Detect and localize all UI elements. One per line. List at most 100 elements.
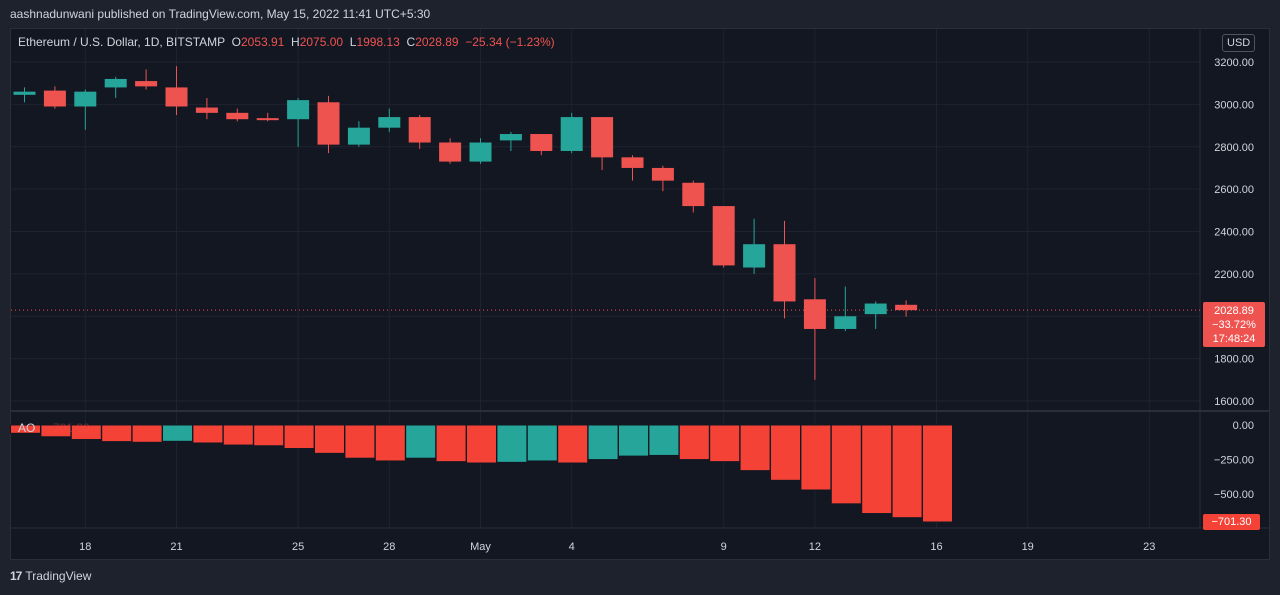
ao-bar (861, 424, 893, 515)
ao-tick-label: −500.00 (1214, 489, 1254, 501)
candle-body (439, 142, 462, 162)
last-price: 2028.89 (1214, 305, 1254, 317)
ao-bar (253, 424, 285, 447)
high-label: H (291, 35, 300, 49)
candle-body (591, 117, 614, 158)
candle-body (530, 134, 553, 151)
ao-bar (496, 424, 528, 463)
price-tick-label: 2200.00 (1214, 269, 1254, 281)
ao-bar (830, 424, 862, 505)
ao-bar (922, 424, 953, 523)
ao-bar (314, 424, 345, 454)
ao-bar (709, 424, 741, 463)
low-value: 1998.13 (356, 35, 400, 49)
low-label: L (349, 35, 357, 49)
ao-last-value-tag: −701.30 (1203, 514, 1260, 530)
ao-bar (101, 424, 133, 443)
open-value: 2053.91 (240, 35, 285, 49)
ao-bar (405, 424, 437, 459)
price-tick-label: 2600.00 (1214, 184, 1254, 196)
time-tick-label: 19 (1022, 541, 1034, 553)
ao-bar (192, 424, 224, 444)
candle-body (773, 244, 796, 302)
last-price-percent: −33.72% (1212, 319, 1256, 331)
last-price-tag: 2028.89 −33.72% 17:48:24 (1203, 302, 1265, 347)
time-tick-label: 4 (569, 541, 575, 553)
candle-body (104, 78, 127, 88)
ao-bar (678, 424, 710, 461)
candle-body (43, 90, 66, 107)
ao-bar (435, 424, 467, 463)
close-value: 2028.89 (415, 35, 459, 49)
candle-body (499, 134, 522, 141)
candle-body (895, 304, 918, 311)
ao-indicator-label[interactable]: AO (18, 421, 36, 435)
candle-body (834, 316, 857, 329)
ao-bar (739, 424, 771, 472)
high-value: 2075.00 (299, 35, 344, 49)
candle-body (712, 206, 735, 266)
ao-bar (557, 424, 589, 464)
candle-body (135, 81, 158, 87)
candle-body (347, 127, 370, 145)
ao-bar (526, 424, 558, 462)
price-tick-label: 1800.00 (1214, 354, 1254, 366)
close-label: C (406, 35, 416, 49)
candle-body (74, 91, 97, 107)
tradingview-brand[interactable]: 17 TradingView (10, 569, 91, 583)
candle-body (469, 142, 492, 162)
candle-body (256, 118, 279, 121)
time-tick-label: 23 (1143, 541, 1155, 553)
candle-body (195, 107, 218, 113)
candle-body (408, 117, 431, 143)
price-tick-label: 2800.00 (1214, 142, 1254, 154)
symbol-title: Ethereum / U.S. Dollar, 1D, BITSTAMP (18, 35, 225, 49)
ao-bar (283, 424, 315, 450)
tradingview-logo-icon: 17 (10, 569, 22, 583)
candle-body (803, 299, 826, 329)
price-tick-label: 3000.00 (1214, 99, 1254, 111)
ao-indicator-value: −701.30 (46, 421, 90, 435)
ao-bar (770, 424, 801, 481)
price-tick-label: 1600.00 (1214, 396, 1254, 408)
time-tick-label: 12 (809, 541, 821, 553)
candle-body (560, 117, 583, 151)
candle-body (226, 112, 249, 120)
ao-bar (374, 424, 406, 462)
ao-tick-label: 0.00 (1233, 420, 1254, 432)
open-label: O (231, 35, 241, 49)
time-tick-label: 18 (79, 541, 91, 553)
ao-bar (162, 424, 193, 442)
candle-body (13, 91, 36, 95)
candle-body (682, 182, 705, 207)
time-tick-label: 21 (170, 541, 182, 553)
price-tick-label: 3200.00 (1214, 57, 1254, 69)
ao-bar (800, 424, 832, 491)
currency-button[interactable]: USD (1222, 34, 1256, 52)
ao-bar (648, 424, 680, 456)
candle-body (651, 167, 674, 181)
time-tick-label: May (470, 541, 491, 553)
price-tick-label: 2400.00 (1214, 227, 1254, 239)
candle-body (621, 157, 644, 168)
ao-bar (587, 424, 619, 461)
publisher-caption: aashnadunwani published on TradingView.c… (10, 7, 431, 21)
candle-body (287, 100, 310, 120)
ao-bar (891, 424, 923, 519)
ao-bar (131, 424, 163, 443)
change-value: −25.34 (−1.23%) (465, 35, 555, 49)
ao-bar (466, 424, 497, 464)
candle-body (378, 117, 401, 128)
time-tick-label: 16 (930, 541, 942, 553)
time-tick-label: 9 (721, 541, 727, 553)
candle-body (743, 244, 766, 268)
ao-tick-label: −250.00 (1214, 455, 1254, 467)
symbol-legend[interactable]: Ethereum / U.S. Dollar, 1D, BITSTAMP O20… (18, 35, 555, 49)
brand-name: TradingView (25, 569, 92, 583)
ao-bar (222, 424, 254, 446)
time-tick-label: 25 (292, 541, 304, 553)
candle-body (864, 303, 887, 315)
chart-frame[interactable] (10, 28, 1270, 560)
ao-bar (618, 424, 649, 457)
